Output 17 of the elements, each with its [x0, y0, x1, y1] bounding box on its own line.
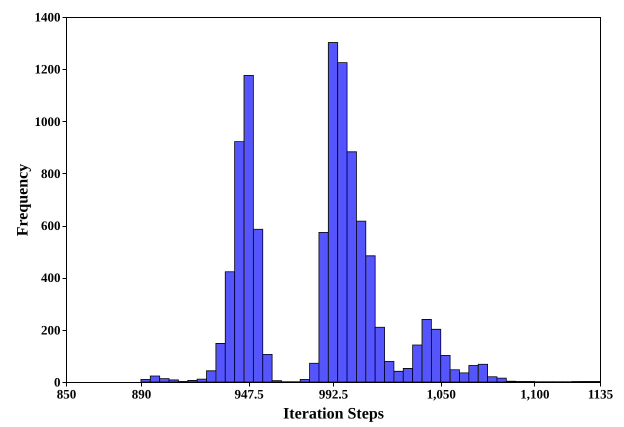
y-tick-label: 0 [54, 374, 60, 390]
y-tick-label: 400 [41, 270, 60, 286]
y-tick-label: 1200 [34, 62, 60, 77]
x-tick-label: 1,100 [520, 386, 550, 402]
x-axis-title: Iteration Steps [283, 406, 384, 422]
y-tick-label: 200 [41, 322, 60, 338]
y-tick-label: 1400 [34, 10, 60, 24]
y-tick-label: 600 [41, 218, 60, 234]
x-tick-label: 850 [56, 386, 76, 402]
x-tick-label: 1,050 [426, 386, 456, 402]
y-axis-title: Frequency [14, 164, 32, 236]
x-tick-label: 890 [132, 386, 152, 402]
x-tick-label: 1135 [588, 386, 614, 402]
x-tick-label: 992.5 [318, 386, 349, 402]
y-tick-label: 800 [41, 166, 60, 181]
y-tick-label: 1000 [34, 114, 60, 129]
x-tick-label: 947.5 [234, 386, 264, 402]
